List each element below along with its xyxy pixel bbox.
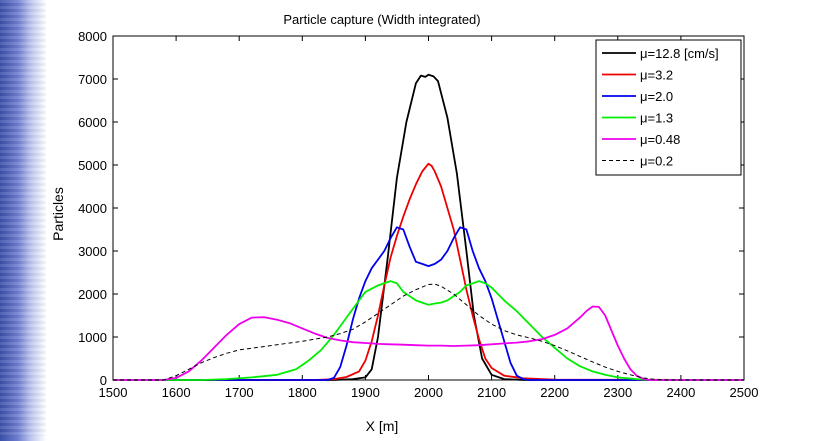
x-tick-label: 2000: [414, 385, 443, 400]
y-tick-label: 2000: [78, 287, 107, 302]
legend-label-4: μ=1.3: [640, 111, 673, 126]
series-lines: [113, 73, 745, 381]
series-line-1: [113, 73, 744, 381]
x-tick-label: 2500: [730, 385, 759, 400]
x-tick-label: 2400: [666, 385, 695, 400]
x-tick-label: 1900: [351, 385, 380, 400]
y-tick-label: 5000: [78, 158, 107, 173]
y-tick-label: 7000: [78, 72, 107, 87]
slide-background-strip: [0, 0, 46, 436]
x-tick-label: 1700: [225, 385, 254, 400]
x-tick-label: 1800: [288, 385, 317, 400]
y-tick-label: 1000: [78, 330, 107, 345]
series-line-4: [113, 280, 744, 381]
x-tick-label: 2300: [603, 385, 632, 400]
x-tick-label: 1600: [162, 385, 191, 400]
series-line-3: [113, 226, 744, 381]
legend-label-3: μ=2.0: [640, 89, 673, 104]
y-tick-label: 4000: [78, 201, 107, 216]
x-tick-label: 2100: [477, 385, 506, 400]
chart-title: Particle capture (Width integrated): [283, 12, 480, 27]
legend: μ=12.8 [cm/s] μ=3.2 μ=2.0 μ=1.3 μ=0.48 μ=0.2: [595, 39, 742, 176]
x-tick-label: 2200: [540, 385, 569, 400]
legend-box: [595, 39, 742, 176]
series-line-2: [113, 162, 745, 381]
y-tick-label: 0: [100, 373, 107, 388]
x-tick-label: 1500: [99, 385, 128, 400]
y-tick-label: 3000: [78, 244, 107, 259]
y-tick-label: 8000: [78, 29, 107, 44]
y-tick-label: 6000: [78, 115, 107, 130]
figure-canvas: Particle capture (Width integrated) X [m…: [46, 0, 818, 436]
line-chart: Particle capture (Width integrated) X [m…: [50, 12, 758, 434]
series-line-6: [113, 283, 744, 381]
legend-label-2: μ=3.2: [640, 68, 673, 83]
legend-label-5: μ=0.48: [640, 132, 680, 147]
y-axis-label: Particles: [50, 187, 66, 241]
legend-label-6: μ=0.2: [640, 154, 673, 169]
legend-label-1: μ=12.8 [cm/s]: [640, 46, 719, 61]
series-line-5: [113, 305, 744, 381]
x-axis-label: X [m]: [366, 418, 399, 434]
axis-ticks: 1500 1600 1700 1800 1900 2000 2100 2200 2300 2400…: [78, 29, 758, 400]
